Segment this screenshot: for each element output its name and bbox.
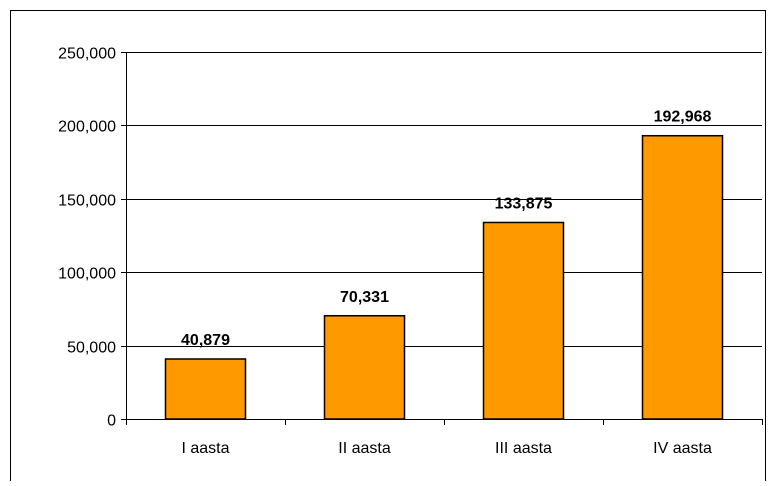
y-tick-label: 0 <box>107 413 116 430</box>
bar <box>164 358 247 420</box>
y-tick-label: 200,000 <box>58 119 116 136</box>
bar <box>482 221 565 420</box>
data-label: 192,968 <box>654 109 712 126</box>
x-tick-label: II aasta <box>338 440 391 457</box>
labels: 0 50,000 100,000 150,000 200,000 250,000 40,87… <box>58 46 712 458</box>
data-label: 70,331 <box>340 289 389 306</box>
data-label: 40,879 <box>181 332 230 349</box>
y-tick-label: 100,000 <box>58 266 116 283</box>
x-tick-label: III aasta <box>495 440 552 457</box>
x-tick-label: IV aasta <box>653 440 712 457</box>
y-tick-label: 50,000 <box>67 340 116 357</box>
bar <box>641 134 724 420</box>
bars <box>164 134 724 420</box>
data-label: 133,875 <box>495 195 553 212</box>
bar <box>323 315 406 420</box>
x-tick-label: I aasta <box>181 440 229 457</box>
axes <box>121 52 763 425</box>
y-tick-label: 250,000 <box>58 46 116 63</box>
chart-border <box>10 10 766 481</box>
y-tick-label: 150,000 <box>58 193 116 210</box>
